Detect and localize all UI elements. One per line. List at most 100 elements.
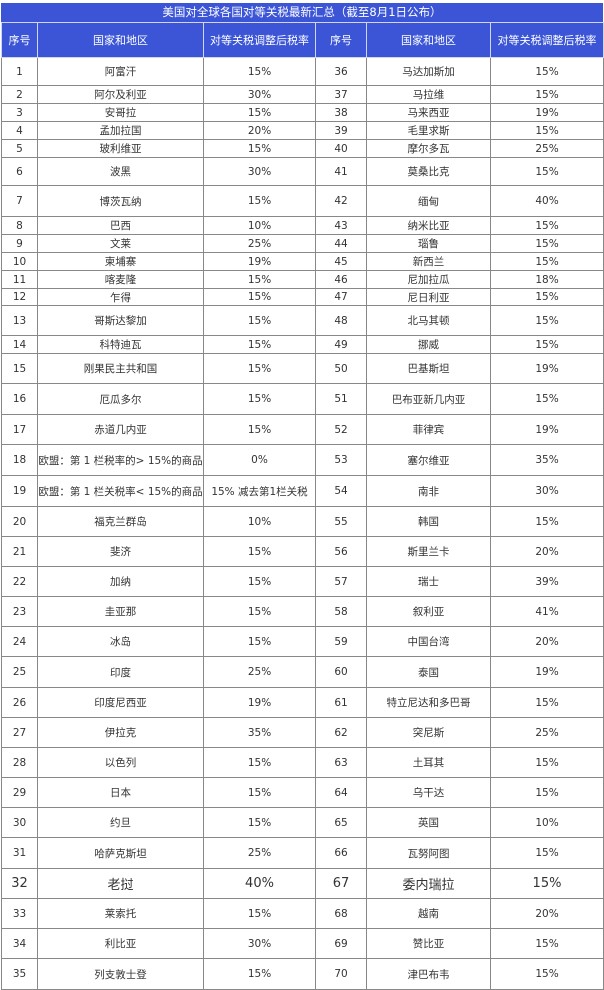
cell-rate: 15% <box>203 566 316 597</box>
table-row: 4 孟加拉国 20% 39 毛里求斯 15% <box>1 121 604 140</box>
cell-country-2: 突尼斯 <box>366 717 491 748</box>
cell-rate: 15% <box>203 536 316 567</box>
cell-index-2: 37 <box>315 85 367 104</box>
cell-country-2: 巴基斯坦 <box>366 353 491 384</box>
table-row: 28 以色列 15% 63 土耳其 15% <box>1 747 604 778</box>
cell-index: 9 <box>1 234 38 253</box>
cell-index: 31 <box>1 837 38 869</box>
cell-country-2: 南非 <box>366 475 491 507</box>
cell-country: 列支敦士登 <box>37 958 204 990</box>
cell-country-2: 叙利亚 <box>366 596 491 627</box>
table-row: 12 乍得 15% 47 尼日利亚 15% <box>1 288 604 306</box>
cell-index-2: 54 <box>315 475 367 507</box>
table-title: 美国对全球各国对等关税最新汇总（截至8月1日公布） <box>1 3 603 22</box>
cell-index-2: 46 <box>315 270 367 289</box>
cell-rate: 19% <box>203 252 316 271</box>
header-rate: 对等关税调整后税率 <box>203 22 316 58</box>
cell-rate-2: 15% <box>490 305 604 336</box>
cell-index: 15 <box>1 353 38 384</box>
cell-index-2: 49 <box>315 335 367 354</box>
cell-rate-2: 15% <box>490 57 604 86</box>
cell-index-2: 63 <box>315 747 367 778</box>
cell-country-2: 菲律宾 <box>366 414 491 445</box>
cell-rate: 40% <box>203 868 316 899</box>
cell-index: 3 <box>1 103 38 122</box>
table-row: 15 刚果民主共和国 15% 50 巴基斯坦 19% <box>1 353 604 384</box>
cell-country-2: 瓦努阿图 <box>366 837 491 869</box>
cell-country-2: 纳米比亚 <box>366 216 491 235</box>
cell-index: 26 <box>1 687 38 718</box>
cell-country: 博茨瓦纳 <box>37 185 204 217</box>
cell-index-2: 45 <box>315 252 367 271</box>
cell-index: 8 <box>1 216 38 235</box>
table-row: 26 印度尼西亚 19% 61 特立尼达和多巴哥 15% <box>1 687 604 718</box>
cell-rate-2: 15% <box>490 837 604 869</box>
table-row: 9 文莱 25% 44 瑙鲁 15% <box>1 234 604 253</box>
cell-index: 7 <box>1 185 38 217</box>
cell-rate: 15% <box>203 57 316 86</box>
cell-rate: 15% <box>203 958 316 990</box>
cell-country-2: 北马其顿 <box>366 305 491 336</box>
cell-country-2: 委内瑞拉 <box>366 868 491 899</box>
cell-country-2: 马拉维 <box>366 85 491 104</box>
cell-index: 5 <box>1 139 38 158</box>
table-row: 27 伊拉克 35% 62 突尼斯 25% <box>1 717 604 748</box>
cell-rate-2: 15% <box>490 928 604 959</box>
cell-rate-2: 15% <box>490 687 604 718</box>
table-row: 18 欧盟：第 1 栏税率的> 15%的商品 0% 53 塞尔维亚 35% <box>1 444 604 476</box>
cell-country: 斐济 <box>37 536 204 567</box>
table-row: 13 哥斯达黎加 15% 48 北马其顿 15% <box>1 305 604 336</box>
cell-index-2: 36 <box>315 57 367 86</box>
cell-index: 1 <box>1 57 38 86</box>
cell-rate-2: 15% <box>490 85 604 104</box>
cell-rate: 15% <box>203 185 316 217</box>
cell-country-2: 塞尔维亚 <box>366 444 491 476</box>
cell-country: 波黑 <box>37 157 204 186</box>
cell-rate-2: 15% <box>490 506 604 537</box>
cell-country-2: 摩尔多瓦 <box>366 139 491 158</box>
cell-country: 乍得 <box>37 288 204 306</box>
cell-index-2: 62 <box>315 717 367 748</box>
cell-rate-2: 19% <box>490 353 604 384</box>
cell-rate-2: 15% <box>490 383 604 415</box>
cell-index-2: 55 <box>315 506 367 537</box>
cell-country-2: 津巴布韦 <box>366 958 491 990</box>
cell-rate: 15% <box>203 288 316 306</box>
table-row: 2 阿尔及利亚 30% 37 马拉维 15% <box>1 85 604 104</box>
cell-country: 印度 <box>37 656 204 688</box>
cell-country-2: 英国 <box>366 807 491 838</box>
cell-rate-2: 15% <box>490 216 604 235</box>
cell-index: 35 <box>1 958 38 990</box>
cell-rate-2: 15% <box>490 335 604 354</box>
cell-rate-2: 20% <box>490 536 604 567</box>
cell-rate-2: 19% <box>490 414 604 445</box>
cell-rate: 15% <box>203 103 316 122</box>
cell-index-2: 67 <box>315 868 367 899</box>
cell-rate-2: 10% <box>490 807 604 838</box>
table-row: 1 阿富汗 15% 36 马达加斯加 15% <box>1 57 604 86</box>
cell-index: 34 <box>1 928 38 959</box>
cell-country: 福克兰群岛 <box>37 506 204 537</box>
cell-index: 16 <box>1 383 38 415</box>
cell-country: 莱索托 <box>37 898 204 929</box>
cell-rate: 35% <box>203 717 316 748</box>
cell-index-2: 47 <box>315 288 367 306</box>
cell-rate: 25% <box>203 234 316 253</box>
cell-index-2: 57 <box>315 566 367 597</box>
table-row: 8 巴西 10% 43 纳米比亚 15% <box>1 216 604 235</box>
cell-index-2: 66 <box>315 837 367 869</box>
cell-rate: 20% <box>203 121 316 140</box>
header-country: 国家和地区 <box>37 22 204 58</box>
cell-index: 11 <box>1 270 38 289</box>
cell-rate: 15% <box>203 305 316 336</box>
cell-index: 10 <box>1 252 38 271</box>
cell-index: 22 <box>1 566 38 597</box>
header-rate-2: 对等关税调整后税率 <box>490 22 604 58</box>
cell-rate-2: 25% <box>490 139 604 158</box>
cell-country-2: 乌干达 <box>366 777 491 808</box>
cell-country: 赤道几内亚 <box>37 414 204 445</box>
cell-rate: 30% <box>203 157 316 186</box>
table-row: 34 利比亚 30% 69 赞比亚 15% <box>1 928 604 959</box>
cell-index-2: 53 <box>315 444 367 476</box>
